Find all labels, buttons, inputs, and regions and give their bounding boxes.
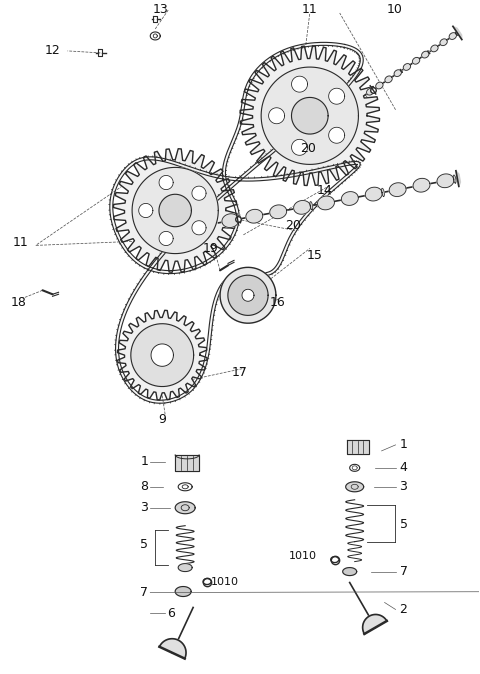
Polygon shape — [365, 187, 382, 201]
Polygon shape — [455, 32, 457, 35]
Polygon shape — [132, 167, 218, 253]
Text: 12: 12 — [45, 44, 60, 57]
Text: 5: 5 — [140, 538, 148, 551]
Polygon shape — [222, 214, 239, 228]
Polygon shape — [269, 108, 285, 124]
Polygon shape — [238, 215, 241, 223]
Polygon shape — [449, 32, 456, 39]
Polygon shape — [291, 98, 328, 134]
Polygon shape — [118, 310, 207, 400]
Polygon shape — [329, 127, 345, 144]
Text: 16: 16 — [270, 296, 286, 309]
Text: 6: 6 — [168, 607, 175, 620]
Polygon shape — [175, 586, 191, 596]
Polygon shape — [428, 51, 430, 54]
Polygon shape — [159, 231, 173, 245]
Polygon shape — [400, 69, 402, 72]
Polygon shape — [431, 45, 438, 52]
Polygon shape — [228, 275, 268, 315]
Polygon shape — [346, 482, 364, 492]
Polygon shape — [192, 220, 206, 235]
Text: 11: 11 — [302, 3, 318, 16]
Polygon shape — [151, 344, 173, 367]
Polygon shape — [341, 191, 358, 206]
Text: 4: 4 — [399, 461, 408, 474]
Text: 15: 15 — [307, 249, 323, 262]
Polygon shape — [437, 174, 454, 187]
Polygon shape — [270, 205, 287, 218]
Polygon shape — [329, 88, 345, 104]
Polygon shape — [291, 140, 308, 155]
Polygon shape — [159, 639, 186, 658]
Polygon shape — [385, 76, 392, 83]
Text: 1: 1 — [140, 456, 148, 468]
Polygon shape — [363, 615, 387, 634]
Polygon shape — [178, 563, 192, 572]
Text: 7: 7 — [140, 586, 148, 599]
Polygon shape — [240, 46, 380, 185]
Text: 10: 10 — [386, 3, 403, 16]
Text: 1010: 1010 — [211, 576, 239, 586]
Polygon shape — [343, 568, 357, 576]
Text: 17: 17 — [232, 365, 248, 379]
Text: 20: 20 — [300, 142, 316, 155]
Polygon shape — [453, 175, 456, 183]
Text: 3: 3 — [399, 481, 408, 493]
Polygon shape — [131, 324, 193, 387]
Polygon shape — [412, 57, 420, 64]
Text: 13: 13 — [152, 3, 168, 16]
Polygon shape — [347, 440, 369, 454]
Text: 3: 3 — [140, 501, 148, 514]
Polygon shape — [242, 289, 254, 301]
Polygon shape — [456, 171, 460, 187]
Text: 8: 8 — [140, 481, 148, 493]
Text: 14: 14 — [317, 184, 333, 197]
Text: 11: 11 — [13, 236, 29, 249]
Polygon shape — [382, 188, 384, 196]
Polygon shape — [389, 183, 406, 197]
Text: 2: 2 — [399, 603, 408, 616]
Polygon shape — [175, 501, 195, 514]
Polygon shape — [113, 149, 237, 272]
Polygon shape — [139, 204, 153, 218]
Polygon shape — [421, 51, 429, 58]
Polygon shape — [440, 39, 447, 46]
Polygon shape — [110, 42, 363, 403]
Polygon shape — [175, 455, 199, 471]
Polygon shape — [294, 200, 311, 214]
Text: 5: 5 — [399, 518, 408, 531]
Polygon shape — [220, 268, 276, 324]
Text: 9: 9 — [158, 413, 166, 427]
Polygon shape — [317, 196, 335, 210]
Text: 19: 19 — [202, 242, 218, 255]
Polygon shape — [310, 202, 312, 210]
Polygon shape — [376, 82, 383, 89]
Text: 1: 1 — [399, 438, 408, 452]
Polygon shape — [192, 186, 206, 200]
Text: 20: 20 — [285, 219, 301, 232]
Polygon shape — [367, 88, 374, 95]
Polygon shape — [394, 70, 401, 77]
Polygon shape — [261, 67, 359, 164]
Polygon shape — [403, 63, 410, 70]
Text: 18: 18 — [11, 296, 26, 309]
Polygon shape — [159, 175, 173, 189]
Text: 1010: 1010 — [289, 551, 317, 561]
Polygon shape — [372, 88, 375, 91]
Text: 7: 7 — [399, 565, 408, 578]
Polygon shape — [453, 26, 462, 40]
Polygon shape — [291, 76, 308, 92]
Polygon shape — [246, 210, 263, 223]
Polygon shape — [413, 179, 430, 192]
Polygon shape — [159, 194, 192, 226]
